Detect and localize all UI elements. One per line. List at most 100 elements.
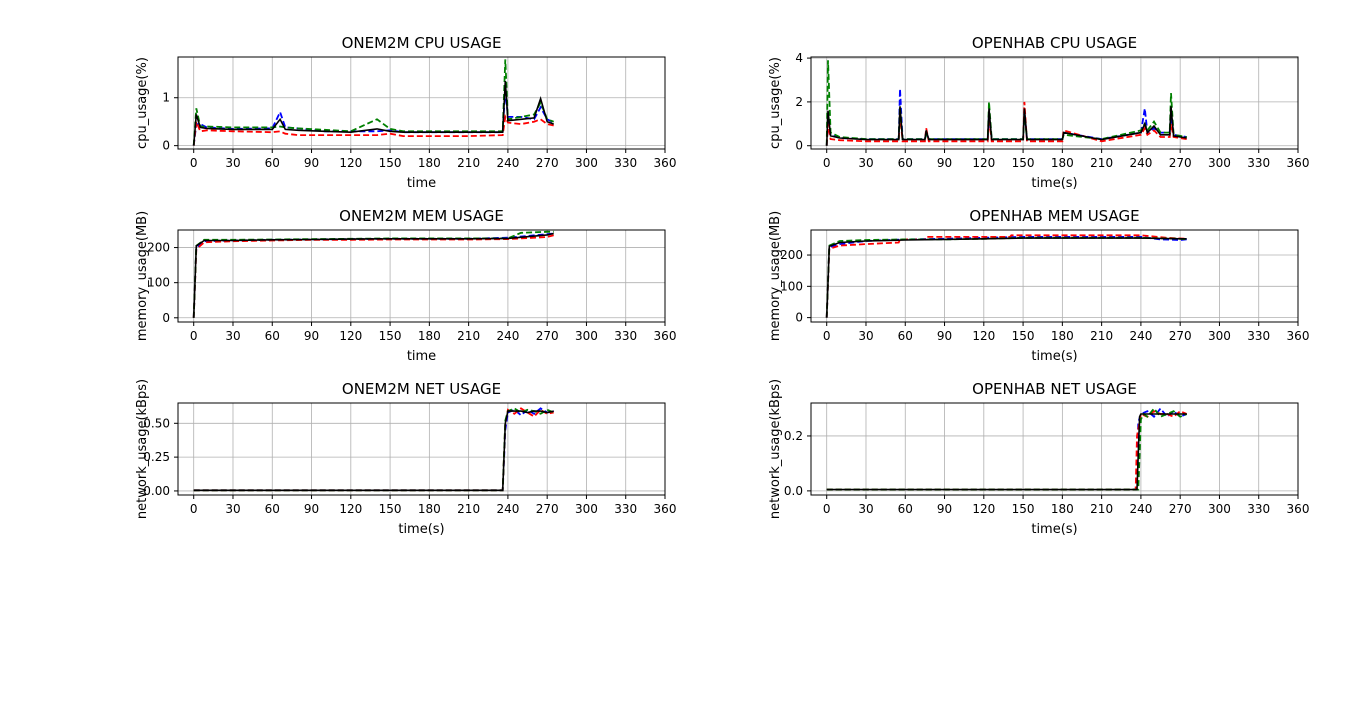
x-tick-label: 330 bbox=[614, 329, 637, 343]
x-tick-label: 270 bbox=[1169, 502, 1192, 516]
x-tick-label: 0 bbox=[190, 502, 198, 516]
y-tick-label: 0 bbox=[162, 311, 170, 325]
x-tick-label: 30 bbox=[858, 502, 873, 516]
x-tick-label: 240 bbox=[1129, 156, 1152, 170]
y-tick-label: 100 bbox=[780, 279, 803, 293]
x-tick-label: 120 bbox=[972, 329, 995, 343]
x-tick-label: 240 bbox=[1129, 502, 1152, 516]
x-tick-label: 120 bbox=[339, 502, 362, 516]
x-tick-label: 300 bbox=[1208, 329, 1231, 343]
x-tick-label: 180 bbox=[418, 329, 441, 343]
series-line-3 bbox=[825, 236, 1187, 318]
x-tick-label: 270 bbox=[536, 156, 559, 170]
x-axis-label: time(s) bbox=[1031, 522, 1077, 537]
x-tick-label: 60 bbox=[265, 329, 280, 343]
series-line-3 bbox=[193, 407, 555, 492]
x-tick-label: 120 bbox=[972, 156, 995, 170]
plot-frame bbox=[810, 56, 1299, 150]
x-tick-label: 360 bbox=[654, 156, 677, 170]
x-tick-label: 240 bbox=[496, 502, 519, 516]
plot-frame bbox=[810, 229, 1299, 323]
series-line-2 bbox=[193, 407, 554, 492]
series-line-3 bbox=[826, 407, 1188, 491]
series-line-1 bbox=[825, 235, 1187, 318]
chart-panel-5: 0 30 60 90 120 150 180 210 240 270 300 330 360 0.00 0.… bbox=[135, 379, 676, 537]
x-axis-label: time bbox=[407, 176, 436, 191]
y-tick-label: 0 bbox=[795, 139, 803, 153]
y-tick-label: 200 bbox=[780, 248, 803, 262]
x-tick-label: 180 bbox=[418, 156, 441, 170]
x-tick-label: 270 bbox=[536, 502, 559, 516]
y-axis-label: network_usage(kBps) bbox=[135, 379, 150, 519]
chart-panel-2: 0 30 60 90 120 150 180 210 240 270 300 330 360 0 2 4 OPE… bbox=[768, 34, 1309, 191]
x-tick-label: 60 bbox=[898, 502, 913, 516]
series-line-1 bbox=[192, 232, 554, 318]
x-tick-label: 30 bbox=[225, 156, 240, 170]
chart-title: ONEM2M NET USAGE bbox=[342, 380, 501, 398]
plot-frame bbox=[177, 56, 666, 150]
series-line-3 bbox=[192, 59, 555, 146]
x-tick-label: 60 bbox=[898, 329, 913, 343]
x-tick-label: 210 bbox=[1090, 329, 1113, 343]
x-tick-label: 90 bbox=[937, 502, 952, 516]
plot-frame bbox=[177, 229, 666, 323]
x-tick-label: 270 bbox=[536, 329, 559, 343]
x-tick-label: 150 bbox=[1012, 502, 1035, 516]
x-tick-label: 270 bbox=[1169, 156, 1192, 170]
series-line-3 bbox=[192, 230, 554, 318]
y-axis-label: cpu_usage(%) bbox=[135, 57, 150, 149]
x-tick-label: 240 bbox=[496, 329, 519, 343]
y-tick-label: 0.25 bbox=[143, 450, 170, 464]
chart-panel-1: 0 30 60 90 120 150 180 210 240 270 300 330 360 0 1 ONEM… bbox=[135, 34, 676, 191]
y-tick-label: 4 bbox=[795, 51, 803, 65]
x-tick-label: 240 bbox=[1129, 329, 1152, 343]
x-tick-label: 330 bbox=[614, 156, 637, 170]
chart-title: ONEM2M MEM USAGE bbox=[339, 207, 504, 225]
x-tick-label: 0 bbox=[190, 329, 198, 343]
chart-panel-3: 0 30 60 90 120 150 180 210 240 270 300 330 360 0 100 20… bbox=[135, 207, 676, 364]
x-tick-label: 120 bbox=[339, 156, 362, 170]
x-tick-label: 0 bbox=[823, 156, 831, 170]
x-tick-label: 300 bbox=[575, 156, 598, 170]
chart-title: OPENHAB MEM USAGE bbox=[969, 207, 1139, 225]
chart-title: OPENHAB NET USAGE bbox=[972, 380, 1137, 398]
x-tick-label: 90 bbox=[304, 502, 319, 516]
series-line-2 bbox=[825, 234, 1187, 318]
x-tick-label: 210 bbox=[457, 502, 480, 516]
x-tick-label: 210 bbox=[457, 329, 480, 343]
chart-title: ONEM2M CPU USAGE bbox=[342, 34, 502, 52]
series-line-3 bbox=[825, 60, 1187, 146]
x-tick-label: 90 bbox=[304, 156, 319, 170]
x-tick-label: 330 bbox=[614, 502, 637, 516]
x-tick-label: 270 bbox=[1169, 329, 1192, 343]
x-axis-label: time bbox=[407, 349, 436, 364]
x-tick-label: 180 bbox=[418, 502, 441, 516]
y-tick-label: 200 bbox=[147, 241, 170, 255]
series-line-2 bbox=[825, 101, 1187, 146]
x-tick-label: 180 bbox=[1051, 156, 1074, 170]
x-tick-label: 360 bbox=[654, 502, 677, 516]
y-tick-label: 0.0 bbox=[784, 484, 803, 498]
x-tick-label: 0 bbox=[823, 329, 831, 343]
series-line-1 bbox=[825, 88, 1187, 146]
x-tick-label: 30 bbox=[225, 502, 240, 516]
series-line-4 bbox=[192, 232, 554, 318]
x-tick-label: 360 bbox=[1287, 156, 1310, 170]
series-line-2 bbox=[192, 113, 554, 146]
chart-panel-6: 0 30 60 90 120 150 180 210 240 270 300 330 360 0.0 0.2… bbox=[768, 379, 1309, 537]
x-tick-label: 150 bbox=[379, 502, 402, 516]
x-tick-label: 120 bbox=[339, 329, 362, 343]
x-tick-label: 330 bbox=[1247, 156, 1270, 170]
x-tick-label: 30 bbox=[858, 156, 873, 170]
x-tick-label: 210 bbox=[1090, 502, 1113, 516]
series-line-1 bbox=[826, 407, 1188, 491]
series-line-4 bbox=[826, 413, 1187, 491]
x-tick-label: 60 bbox=[265, 502, 280, 516]
x-tick-label: 150 bbox=[1012, 156, 1035, 170]
x-axis-label: time(s) bbox=[1031, 349, 1077, 364]
y-tick-label: 0.2 bbox=[784, 429, 803, 443]
x-tick-label: 90 bbox=[937, 329, 952, 343]
x-tick-label: 120 bbox=[972, 502, 995, 516]
x-tick-label: 150 bbox=[379, 329, 402, 343]
